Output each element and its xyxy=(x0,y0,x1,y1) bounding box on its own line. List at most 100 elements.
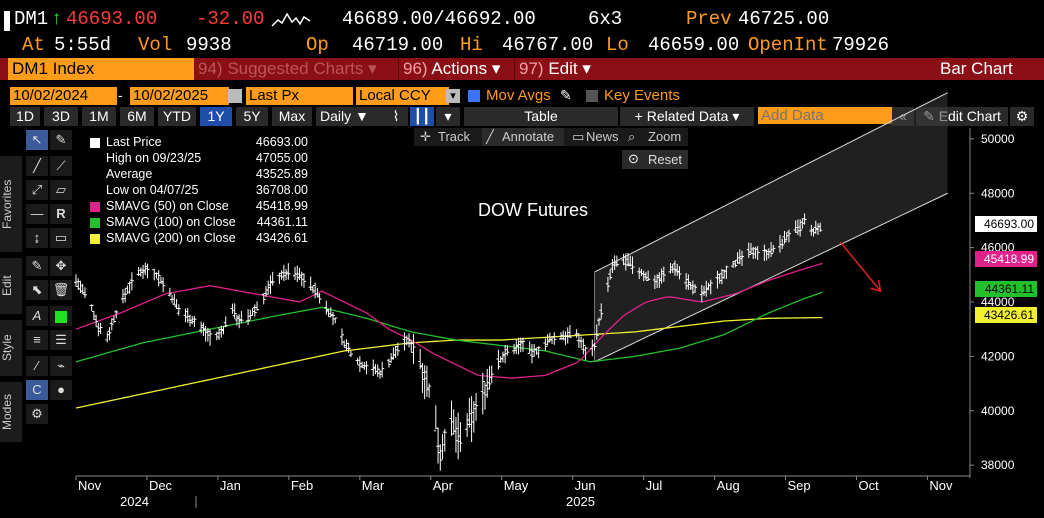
end-date-field[interactable]: 10/02/2025 xyxy=(130,87,229,105)
periodicity-select[interactable]: Daily ▼ xyxy=(316,107,384,126)
x-tick-label: Nov xyxy=(929,478,953,493)
range-1y[interactable]: 1Y xyxy=(200,107,232,126)
magnet-icon[interactable]: ⌁ xyxy=(50,356,72,376)
y-tick-label: 40000 xyxy=(981,404,1015,418)
suggested-charts-menu[interactable]: 94) Suggested Charts ▾ xyxy=(198,58,390,80)
range-1d[interactable]: 1D xyxy=(10,107,40,126)
trend-channel-fill xyxy=(594,92,948,362)
segment-icon[interactable]: ⤢ xyxy=(26,180,48,200)
select-icon[interactable]: ⬉ xyxy=(26,280,48,300)
color-picker-icon[interactable] xyxy=(50,306,72,326)
horizontal-line-icon[interactable]: — xyxy=(26,204,48,224)
trendline-icon[interactable]: ╱ xyxy=(26,156,48,176)
x-tick-label: Jan xyxy=(220,478,241,493)
reset-label: Reset xyxy=(648,152,682,167)
range-1m[interactable]: 1M xyxy=(82,107,116,126)
x-year-2025: 2025 xyxy=(566,494,595,509)
pointer-icon[interactable]: ↖ xyxy=(26,130,48,150)
chevron-down-icon: ▾ xyxy=(732,108,740,124)
openint-label: OpenInt xyxy=(748,34,828,56)
legend-swatch xyxy=(90,170,100,180)
retracement-icon[interactable]: R xyxy=(50,204,72,224)
range-ytd[interactable]: YTD xyxy=(158,107,196,126)
red-arrow-annotation xyxy=(839,241,882,292)
periodicity-label: Daily xyxy=(320,108,352,124)
legend-row[interactable]: SMAVG (200) on Close 43426.61 xyxy=(84,230,312,246)
edit-menu[interactable]: 97) Edit ▾ xyxy=(514,58,603,80)
prev-label: Prev xyxy=(686,8,732,30)
vertical-line-icon[interactable]: ↨ xyxy=(26,228,48,248)
calendar-icon[interactable] xyxy=(228,89,242,103)
legend-value: 43426.61 xyxy=(255,231,308,245)
high-value: 46767.00 xyxy=(502,34,594,56)
start-date-field[interactable]: 10/02/2024 xyxy=(10,87,117,105)
trash-icon[interactable]: 🗑 xyxy=(50,280,72,300)
at-label: At xyxy=(22,34,45,56)
actions-menu[interactable]: 96) Actions ▾ xyxy=(398,58,515,80)
crosshair-icon[interactable]: ⁄ xyxy=(26,356,48,376)
bar-chart-icon[interactable]: ┃┃ xyxy=(410,107,434,126)
move-icon[interactable]: ✥ xyxy=(50,256,72,276)
sma100-line xyxy=(75,291,823,363)
security-field[interactable]: DM1 Index xyxy=(8,58,194,80)
sma50-line xyxy=(75,262,823,379)
legend-row[interactable]: Average 43525.89 xyxy=(84,166,312,182)
range-3d[interactable]: 3D xyxy=(44,107,78,126)
palette-icon[interactable]: ● xyxy=(50,380,72,400)
range-max[interactable]: Max xyxy=(272,107,312,126)
pencil-icon[interactable]: ✎ xyxy=(560,87,572,103)
line-weight-icon[interactable]: ≡ xyxy=(26,330,48,350)
vol-label: Vol xyxy=(138,34,173,56)
cycle-icon[interactable]: C xyxy=(26,380,48,400)
x-tick-label: Jun xyxy=(575,478,596,493)
chart-annotation-text[interactable]: DOW Futures xyxy=(478,200,589,220)
range-6m[interactable]: 6M xyxy=(120,107,154,126)
add-data-input[interactable] xyxy=(758,107,892,124)
zoom-button[interactable]: Zoom xyxy=(648,129,682,144)
legend-row[interactable]: SMAVG (50) on Close 45418.99 xyxy=(84,198,312,214)
x-tick-label: Dec xyxy=(149,478,173,493)
chart-style-dropdown-icon[interactable]: ▾ xyxy=(436,107,460,126)
chevron-down-icon: ▼ xyxy=(355,108,369,124)
text-style-icon[interactable]: A xyxy=(26,306,48,326)
settings-row: 10/02/2024 - 10/02/2025 Last Px Local CC… xyxy=(0,87,1044,107)
currency-select[interactable]: Local CCY xyxy=(356,87,449,105)
pencil-icon[interactable]: ✎ xyxy=(26,256,48,276)
gear-icon[interactable]: ⚙ xyxy=(26,404,48,424)
legend-row[interactable]: High on 09/23/25 47055.00 xyxy=(84,150,312,166)
chevron-down-icon[interactable]: ▾ xyxy=(446,89,460,103)
x-tick-label: Sep xyxy=(788,478,811,493)
draw-menu-icon[interactable]: ✎ xyxy=(50,130,72,150)
news-button[interactable]: News xyxy=(586,129,619,144)
reset-button[interactable]: ⊙ Reset xyxy=(622,150,688,169)
price-field-select[interactable]: Last Px xyxy=(246,87,353,105)
date-separator: - xyxy=(118,87,123,103)
x-tick-label: Mar xyxy=(362,478,385,493)
legend-label: SMAVG (100) on Close xyxy=(106,215,236,229)
channel-upper-line xyxy=(594,92,948,273)
annotate-button[interactable]: ╱ Annotate xyxy=(482,128,564,146)
related-data-menu[interactable]: + Related Data ▾ xyxy=(620,107,754,126)
ray-icon[interactable]: ⟋ xyxy=(50,156,72,176)
range-5y[interactable]: 5Y xyxy=(236,107,268,126)
legend-label: Last Price xyxy=(106,135,162,149)
mov-avgs-checkbox[interactable] xyxy=(468,90,480,102)
rectangle-icon[interactable]: ▭ xyxy=(50,228,72,248)
net-change: -32.00 xyxy=(196,8,265,30)
channel-icon[interactable]: ▱ xyxy=(50,180,72,200)
crosshair-icon[interactable]: ✛ xyxy=(420,129,431,144)
table-button[interactable]: Table xyxy=(464,107,618,126)
ticker[interactable]: DM1 xyxy=(14,8,49,30)
track-button[interactable]: Track xyxy=(438,129,471,144)
price-label-box xyxy=(975,251,1037,267)
key-events-checkbox[interactable] xyxy=(586,90,598,102)
line-chart-icon[interactable]: ⌇ xyxy=(384,107,408,126)
line-style-icon[interactable]: ☰ xyxy=(50,330,72,350)
legend-row[interactable]: Last Price 46693.00 xyxy=(84,134,312,150)
gear-icon[interactable]: ⚙ xyxy=(1010,107,1034,126)
mov-avgs-label: Mov Avgs xyxy=(486,87,551,104)
legend-value: 46693.00 xyxy=(255,135,308,149)
legend-row[interactable]: Low on 04/07/25 36708.00 xyxy=(84,182,312,198)
legend-row[interactable]: SMAVG (100) on Close 44361.11 xyxy=(84,214,312,230)
